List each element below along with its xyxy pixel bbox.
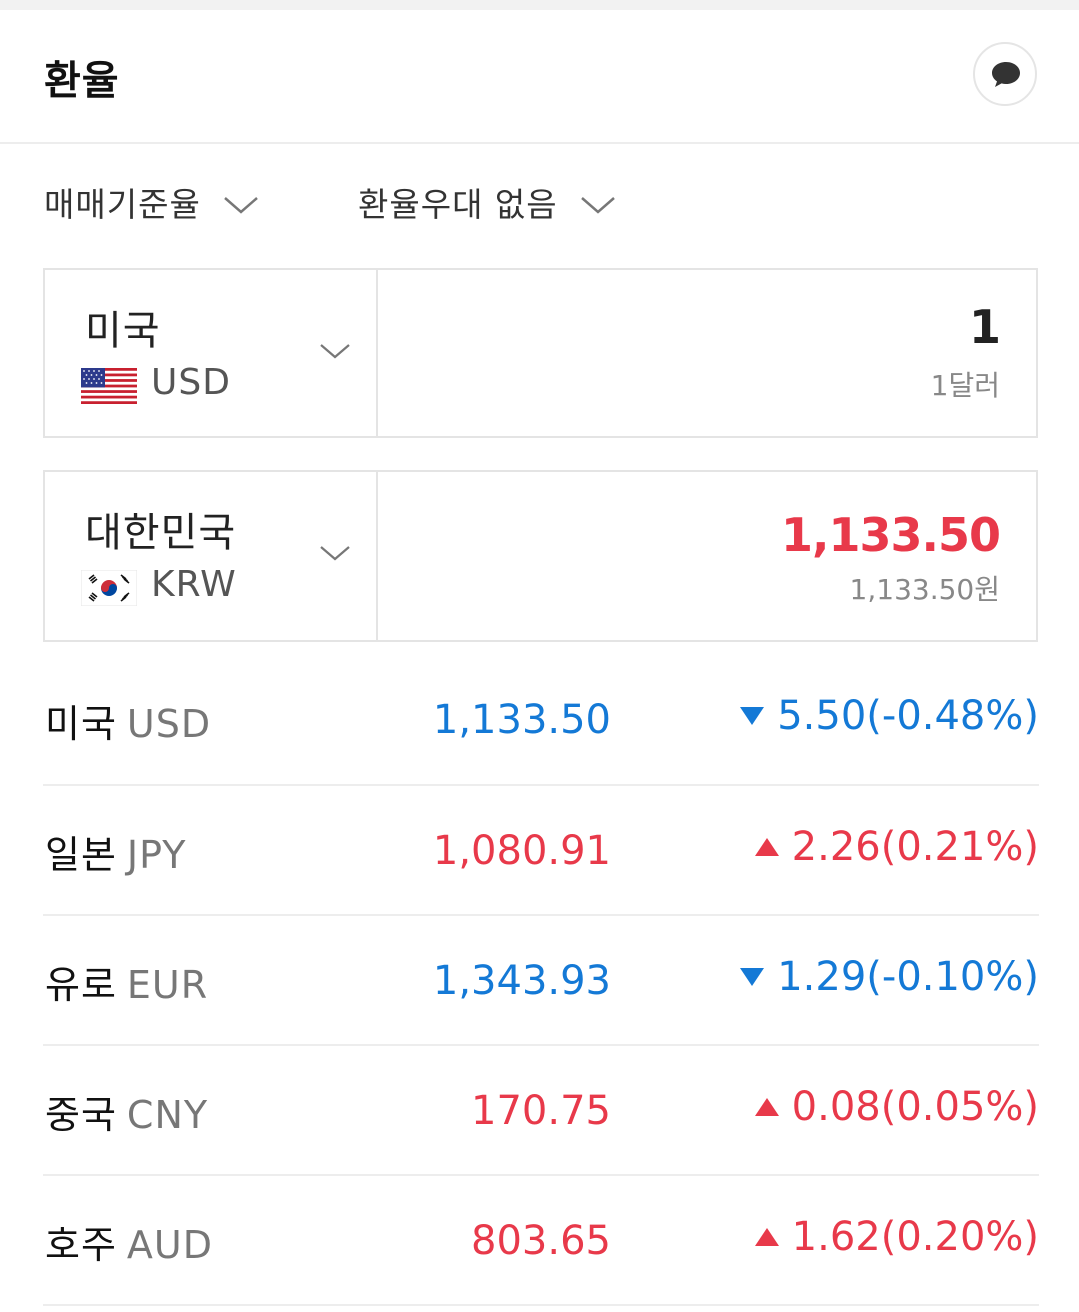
preference-dropdown[interactable]: 환율우대 없음 <box>358 178 616 234</box>
chevron-down-icon <box>320 546 350 561</box>
rate-country: 유로 EUR <box>45 954 208 1009</box>
rate-country: 중국 CNY <box>45 1084 208 1139</box>
triangle-down-icon <box>739 692 765 738</box>
chat-button[interactable] <box>973 42 1037 106</box>
divider <box>376 270 378 436</box>
rate-country: 미국 USD <box>45 693 211 748</box>
triangle-up-icon <box>754 1213 780 1259</box>
kr-flag-icon <box>81 570 137 606</box>
rate-currency-code: USD <box>126 702 212 746</box>
rate-value: 1,080.91 <box>432 828 611 874</box>
rate-value: 803.65 <box>471 1218 611 1264</box>
basis-dropdown[interactable]: 매매기준율 <box>44 178 259 234</box>
rate-currency-code: JPY <box>126 833 187 877</box>
rate-row-eur[interactable]: 유로 EUR 1,343.93 1.29(-0.10%) <box>43 916 1039 1046</box>
chevron-down-icon <box>223 196 258 214</box>
exchange-rate-list: 미국 USD 1,133.50 5.50(-0.48%) 일본 JPY 1,080.… <box>43 655 1039 1306</box>
rate-change: 5.50(-0.48%) <box>739 693 1039 739</box>
from-country-name: 미국 <box>85 308 161 354</box>
chat-bubble-icon <box>992 62 1020 87</box>
triangle-up-icon <box>754 823 780 869</box>
triangle-up-icon <box>754 1083 780 1129</box>
rate-change-text: 5.50(-0.48%) <box>777 693 1039 739</box>
to-amount-output[interactable]: 1,133.50 1,133.50원 <box>378 472 1036 640</box>
rate-currency-code: AUD <box>126 1223 213 1267</box>
rate-country: 호주 AUD <box>45 1214 213 1269</box>
basis-label: 매매기준율 <box>44 185 201 224</box>
preference-label: 환율우대 없음 <box>358 185 558 224</box>
rate-change: 0.08(0.05%) <box>754 1084 1039 1130</box>
rate-change-text: 0.08(0.05%) <box>791 1084 1039 1130</box>
rate-country: 일본 JPY <box>45 824 186 879</box>
page-title: 환율 <box>44 58 120 104</box>
rate-change-text: 1.62(0.20%) <box>791 1214 1039 1260</box>
from-currency-code: USD <box>151 362 231 403</box>
chevron-down-icon <box>580 196 615 214</box>
filter-bar: 매매기준율 환율우대 없음 <box>0 178 1079 238</box>
chevron-down-icon <box>320 344 350 359</box>
rate-value: 1,343.93 <box>432 958 611 1004</box>
rate-change-text: 1.29(-0.10%) <box>777 954 1039 1000</box>
triangle-down-icon <box>739 953 765 999</box>
top-spacer <box>0 0 1079 10</box>
rate-change: 1.29(-0.10%) <box>739 954 1039 1000</box>
rate-country-name: 미국 <box>45 702 117 746</box>
rate-change-text: 2.26(0.21%) <box>791 824 1039 870</box>
to-country-name: 대한민국 <box>85 510 237 556</box>
from-amount-input[interactable]: 1 1달러 <box>378 270 1036 436</box>
rate-row-usd[interactable]: 미국 USD 1,133.50 5.50(-0.48%) <box>43 655 1039 786</box>
rate-value: 170.75 <box>471 1088 611 1134</box>
us-flag-icon <box>81 368 137 404</box>
to-amount-text: 1,133.50원 <box>849 573 1000 606</box>
from-amount: 1 <box>968 300 1001 354</box>
to-currency-selector[interactable]: 대한민국 KRW <box>45 472 376 640</box>
header: 환율 <box>0 10 1079 144</box>
to-currency-code: KRW <box>151 564 237 605</box>
rate-country-name: 호주 <box>45 1223 117 1267</box>
rate-change: 2.26(0.21%) <box>754 824 1039 870</box>
to-amount: 1,133.50 <box>781 508 1001 562</box>
from-currency-selector[interactable]: 미국 USD <box>45 270 376 436</box>
rate-row-cny[interactable]: 중국 CNY 170.75 0.08(0.05%) <box>43 1046 1039 1176</box>
from-amount-text: 1달러 <box>930 369 1000 402</box>
rate-change: 1.62(0.20%) <box>754 1214 1039 1260</box>
to-currency-box: 대한민국 KRW 1,133.50 1,133.50원 <box>43 470 1038 642</box>
rate-country-name: 중국 <box>45 1093 117 1137</box>
from-currency-box: 미국 USD 1 1달러 <box>43 268 1038 438</box>
divider <box>376 472 378 640</box>
rate-value: 1,133.50 <box>432 697 611 743</box>
rate-currency-code: EUR <box>126 963 209 1007</box>
rate-currency-code: CNY <box>126 1093 209 1137</box>
rate-row-aud[interactable]: 호주 AUD 803.65 1.62(0.20%) <box>43 1176 1039 1306</box>
rate-row-jpy[interactable]: 일본 JPY 1,080.91 2.26(0.21%) <box>43 786 1039 916</box>
rate-country-name: 유로 <box>45 963 117 1007</box>
rate-country-name: 일본 <box>45 833 117 877</box>
